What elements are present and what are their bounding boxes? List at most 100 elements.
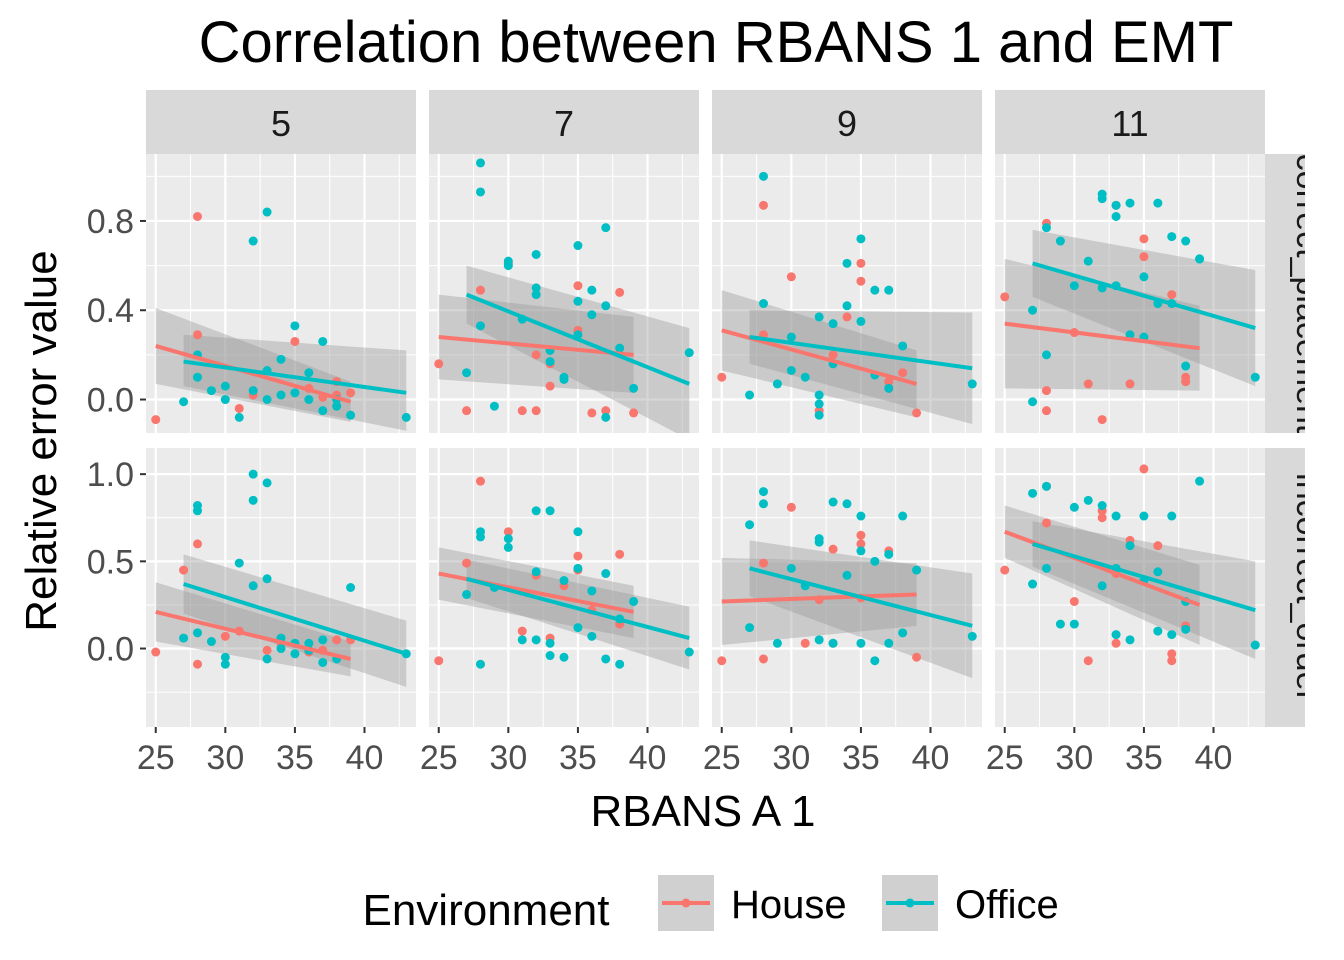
data-point-office	[758, 499, 768, 509]
data-point-office	[531, 506, 541, 516]
data-point-house	[1097, 415, 1107, 425]
data-point-office	[475, 158, 485, 168]
facet-panels: 5 7 9 11 correct_placement incorrect_order 0.0…	[87, 90, 1327, 777]
data-point-house	[856, 530, 866, 540]
data-point-office	[601, 569, 611, 579]
fit-line-office	[466, 576, 690, 641]
data-point-house	[898, 368, 908, 378]
x-tick-label: 40	[346, 739, 384, 777]
data-point-office	[615, 659, 625, 669]
legend-dot-house	[681, 898, 691, 908]
y-tick-label: 0.5	[87, 543, 134, 581]
ci-band-house	[1004, 258, 1200, 391]
fit-line-office	[749, 566, 973, 628]
data-point-house	[545, 381, 555, 391]
strip-column-label: 7	[554, 103, 574, 144]
data-point-office	[912, 565, 922, 575]
data-point-office	[842, 570, 852, 580]
data-point-office	[870, 656, 880, 666]
data-point-office	[814, 534, 824, 544]
data-point-office	[1153, 198, 1163, 208]
data-point-house	[462, 406, 472, 416]
data-point-office	[758, 171, 768, 181]
data-point-office	[1125, 635, 1135, 645]
data-point-office	[814, 410, 824, 420]
data-point-house	[434, 359, 444, 369]
panel-data-layer	[717, 487, 977, 679]
data-point-house	[503, 527, 513, 537]
strip-row-label: incorrect_order	[1289, 473, 1327, 702]
data-point-office	[898, 341, 908, 351]
data-point-office	[1097, 194, 1107, 204]
fit-line-office	[182, 582, 407, 656]
data-point-house	[192, 211, 202, 221]
data-point-office	[545, 506, 555, 516]
data-point-office	[318, 336, 328, 346]
data-point-house	[912, 652, 922, 662]
data-point-office	[475, 321, 485, 331]
data-point-office	[559, 576, 569, 586]
data-point-office	[1083, 495, 1093, 505]
data-point-office	[800, 372, 810, 382]
data-point-office	[1153, 626, 1163, 636]
fit-line-office	[1032, 541, 1256, 613]
data-point-office	[220, 395, 230, 405]
data-point-office	[179, 633, 189, 643]
chart-title: Correlation between RBANS 1 and EMT	[199, 10, 1234, 75]
data-point-office	[828, 497, 838, 507]
data-point-office	[814, 399, 824, 409]
data-point-house	[758, 654, 768, 664]
data-point-office	[346, 410, 356, 420]
data-point-office	[1055, 619, 1065, 629]
data-point-office	[531, 249, 541, 259]
data-point-office	[758, 487, 768, 497]
data-point-office	[304, 395, 314, 405]
data-point-house	[1097, 513, 1107, 523]
data-point-house	[1083, 656, 1093, 666]
data-point-office	[220, 659, 230, 669]
data-point-office	[248, 581, 258, 591]
data-point-office	[401, 412, 411, 422]
data-point-office	[290, 388, 300, 398]
data-point-office	[967, 379, 977, 389]
data-point-house	[786, 502, 796, 512]
panel-r1-c3	[995, 448, 1265, 727]
panel-r0-c3	[995, 154, 1265, 433]
data-point-office	[346, 583, 356, 592]
fit-line-office	[465, 292, 691, 386]
data-point-office	[304, 368, 314, 378]
x-tick-label: 35	[842, 739, 880, 777]
data-point-office	[856, 316, 866, 326]
data-point-house	[573, 281, 583, 291]
data-point-house	[1139, 464, 1149, 474]
data-point-office	[262, 478, 272, 488]
data-point-house	[434, 656, 444, 666]
data-point-office	[898, 628, 908, 638]
data-point-office	[1153, 567, 1163, 577]
data-point-office	[786, 332, 796, 342]
panel-r1-c2	[712, 448, 982, 727]
legend: Environment House Office	[362, 875, 1059, 935]
ci-band-house	[155, 308, 351, 422]
panel-r1-c0	[146, 448, 416, 727]
fit-line-house	[155, 344, 352, 404]
data-point-office	[1041, 481, 1051, 491]
data-point-office	[1167, 511, 1177, 521]
data-point-office	[545, 638, 555, 648]
x-tick-label: 40	[912, 739, 950, 777]
x-axis-label: RBANS A 1	[590, 787, 815, 836]
data-point-office	[262, 207, 272, 217]
data-point-office	[573, 623, 583, 633]
strip-row-label: correct_placement	[1289, 154, 1327, 434]
data-point-house	[828, 544, 838, 554]
data-point-office	[1111, 200, 1121, 210]
data-point-office	[684, 348, 694, 358]
data-point-office	[1028, 305, 1038, 315]
data-point-office	[290, 649, 300, 659]
data-point-office	[206, 386, 216, 396]
data-point-office	[842, 499, 852, 509]
data-point-office	[884, 549, 894, 559]
fit-line-house	[438, 335, 634, 357]
data-point-house	[1041, 406, 1051, 416]
data-point-house	[1069, 596, 1079, 606]
